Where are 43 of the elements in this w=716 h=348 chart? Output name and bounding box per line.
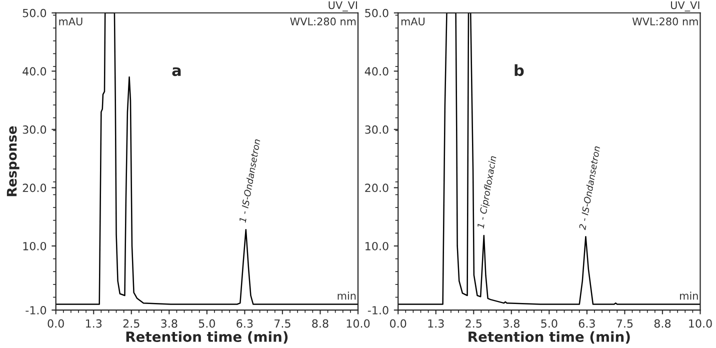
y-tick-label: 30.0	[22, 125, 46, 134]
x-tick-label: 2.5	[466, 319, 482, 328]
x-tick-label: 6.3	[578, 319, 595, 328]
x-tick-label: 10.0	[689, 319, 712, 328]
y-axis-title: Response	[6, 126, 20, 196]
annotation: WVL:280 nm	[290, 18, 356, 26]
x-tick-label: 0.0	[390, 319, 406, 328]
x-tick-label: 5.0	[198, 319, 216, 328]
x-tick-label: 3.8	[503, 319, 520, 328]
y-tick-label: 40.0	[364, 67, 388, 76]
y-tick-label: 10.0	[366, 242, 388, 250]
text: UV_VI	[328, 1, 357, 12]
annotation: min	[338, 292, 356, 300]
y-tick-label: -1.0	[26, 306, 46, 314]
y-tick-label: 10.0	[23, 242, 46, 250]
x-tick-label: 6.3	[236, 319, 253, 328]
x-axis-title: Retention time (min)	[468, 331, 630, 344]
x-tick-label: 7.5	[616, 319, 633, 328]
y-tick-label: 20.0	[365, 184, 388, 192]
x-tick-label: 10.0	[346, 319, 370, 328]
annotation: mAU	[59, 18, 82, 26]
text: a	[172, 67, 181, 76]
x-tick-label: 2.5	[123, 319, 140, 328]
x-tick-label: 1.3	[428, 319, 444, 328]
x-tick-label: 8.8	[312, 319, 328, 328]
text: UV_VI	[670, 1, 700, 12]
y-tick-label: 40.0	[22, 67, 46, 76]
y-tick-label: -1.0	[368, 306, 388, 314]
x-tick-label: 8.8	[654, 319, 671, 328]
x-tick-label: 0.0	[48, 319, 64, 328]
text: b	[514, 64, 524, 76]
x-tick-label: 1.3	[86, 319, 102, 328]
y-tick-label: 20.0	[22, 184, 46, 192]
annotation: mAU	[401, 18, 425, 26]
x-tick-label: 5.0	[541, 319, 558, 328]
annotation: WVL:280 nm	[632, 18, 698, 26]
x-tick-label: 7.5	[274, 319, 290, 328]
y-tick-label: 50.0	[22, 8, 46, 18]
x-tick-label: 3.8	[161, 319, 178, 328]
y-tick-label: 50.0	[365, 8, 388, 18]
annotation: min	[680, 292, 698, 300]
x-axis-title: Retention time (min)	[126, 331, 288, 344]
y-tick-label: 30.0	[365, 125, 388, 134]
